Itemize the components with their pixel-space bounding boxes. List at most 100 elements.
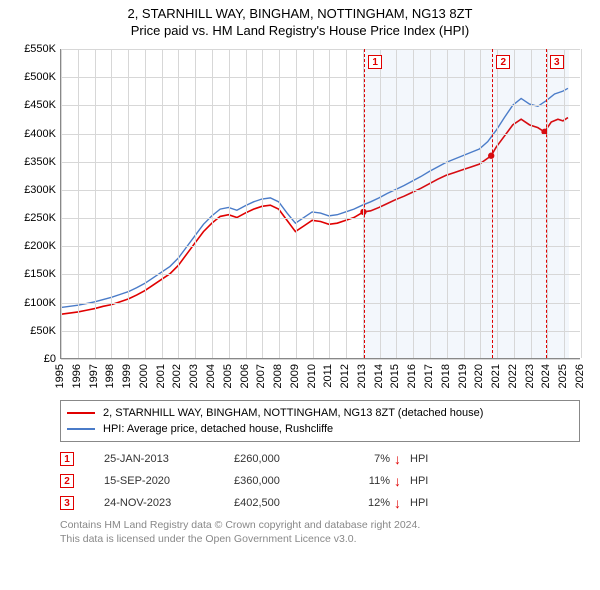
x-axis-label: 2020 [473, 364, 485, 388]
gridline-vertical [447, 49, 448, 358]
y-axis-label: £100K [8, 297, 56, 309]
gridline-vertical [396, 49, 397, 358]
x-axis-label: 2025 [557, 364, 569, 388]
y-axis-label: £300K [8, 184, 56, 196]
x-axis-label: 1999 [121, 364, 133, 388]
gridline-horizontal [61, 105, 580, 106]
x-axis-label: 2006 [239, 364, 251, 388]
sale-row-hpi: HPI [410, 497, 450, 509]
gridline-vertical [380, 49, 381, 358]
legend-box: 2, STARNHILL WAY, BINGHAM, NOTTINGHAM, N… [60, 400, 580, 442]
gridline-vertical [329, 49, 330, 358]
sale-marker-line [492, 49, 493, 358]
gridline-horizontal [61, 246, 580, 247]
sale-row-pct: 12% [344, 497, 394, 509]
gridline-vertical [111, 49, 112, 358]
x-axis-label: 2026 [574, 364, 586, 388]
x-axis-label: 1996 [71, 364, 83, 388]
sale-row-pct: 7% [344, 453, 394, 465]
gridline-vertical [162, 49, 163, 358]
sale-row-badge: 3 [60, 496, 74, 510]
x-axis-label: 1995 [54, 364, 66, 388]
y-axis-label: £450K [8, 99, 56, 111]
gridline-horizontal [61, 190, 580, 191]
x-axis-label: 2023 [524, 364, 536, 388]
x-axis-label: 2017 [423, 364, 435, 388]
sale-row-price: £260,000 [234, 453, 344, 465]
gridline-vertical [296, 49, 297, 358]
sale-marker-line [364, 49, 365, 358]
sale-marker-badge: 2 [496, 55, 510, 69]
x-axis-label: 2022 [507, 364, 519, 388]
gridline-horizontal [61, 134, 580, 135]
gridline-horizontal [61, 77, 580, 78]
y-axis-label: £500K [8, 71, 56, 83]
gridline-vertical [262, 49, 263, 358]
gridline-vertical [514, 49, 515, 358]
x-axis-label: 2015 [389, 364, 401, 388]
x-axis-label: 2011 [322, 364, 334, 388]
sales-table: 125-JAN-2013£260,0007%↓HPI215-SEP-2020£3… [60, 448, 580, 514]
footer-line2: This data is licensed under the Open Gov… [60, 532, 580, 546]
gridline-vertical [246, 49, 247, 358]
sale-marker-badge: 3 [550, 55, 564, 69]
gridline-vertical [145, 49, 146, 358]
gridline-vertical [95, 49, 96, 358]
chart-container: 2, STARNHILL WAY, BINGHAM, NOTTINGHAM, N… [0, 0, 600, 554]
sale-row: 215-SEP-2020£360,00011%↓HPI [60, 470, 580, 492]
down-arrow-icon: ↓ [394, 495, 410, 511]
sale-row-date: 25-JAN-2013 [104, 453, 234, 465]
gridline-vertical [313, 49, 314, 358]
legend-item: 2, STARNHILL WAY, BINGHAM, NOTTINGHAM, N… [67, 405, 573, 421]
footer-attribution: Contains HM Land Registry data © Crown c… [60, 518, 580, 546]
sale-row-date: 24-NOV-2023 [104, 497, 234, 509]
legend-swatch [67, 412, 95, 414]
x-axis-label: 2007 [255, 364, 267, 388]
x-axis-label: 2004 [205, 364, 217, 388]
sale-row: 125-JAN-2013£260,0007%↓HPI [60, 448, 580, 470]
legend-swatch [67, 428, 95, 430]
legend-label: HPI: Average price, detached house, Rush… [103, 423, 333, 435]
gridline-vertical [413, 49, 414, 358]
x-axis-label: 2010 [306, 364, 318, 388]
y-axis-label: £550K [8, 43, 56, 55]
gridline-vertical [212, 49, 213, 358]
chart-subtitle: Price paid vs. HM Land Registry's House … [10, 23, 590, 38]
sale-row-price: £360,000 [234, 475, 344, 487]
chart-title: 2, STARNHILL WAY, BINGHAM, NOTTINGHAM, N… [10, 6, 590, 21]
x-axis-label: 2016 [406, 364, 418, 388]
y-axis-label: £150K [8, 268, 56, 280]
gridline-vertical [279, 49, 280, 358]
sale-row-hpi: HPI [410, 475, 450, 487]
x-axis-label: 2013 [356, 364, 368, 388]
x-axis-label: 2021 [490, 364, 502, 388]
y-axis-label: £350K [8, 156, 56, 168]
gridline-vertical [564, 49, 565, 358]
y-axis-label: £0 [8, 353, 56, 365]
y-axis-label: £200K [8, 240, 56, 252]
y-axis-label: £50K [8, 325, 56, 337]
sale-marker-badge: 1 [368, 55, 382, 69]
titles-block: 2, STARNHILL WAY, BINGHAM, NOTTINGHAM, N… [10, 6, 590, 38]
x-axis-label: 2012 [339, 364, 351, 388]
gridline-vertical [464, 49, 465, 358]
sale-row-badge: 1 [60, 452, 74, 466]
gridline-horizontal [61, 331, 580, 332]
gridline-vertical [480, 49, 481, 358]
gridline-vertical [229, 49, 230, 358]
gridline-horizontal [61, 218, 580, 219]
x-axis-label: 2018 [440, 364, 452, 388]
x-axis-label: 2019 [457, 364, 469, 388]
gridline-horizontal [61, 274, 580, 275]
y-axis-label: £400K [8, 128, 56, 140]
gridline-horizontal [61, 49, 580, 50]
shaded-forecast-region [364, 49, 569, 358]
footer-line1: Contains HM Land Registry data © Crown c… [60, 518, 580, 532]
legend-label: 2, STARNHILL WAY, BINGHAM, NOTTINGHAM, N… [103, 407, 483, 419]
x-axis-label: 2024 [540, 364, 552, 388]
gridline-horizontal [61, 162, 580, 163]
sale-row-hpi: HPI [410, 453, 450, 465]
down-arrow-icon: ↓ [394, 473, 410, 489]
gridline-vertical [78, 49, 79, 358]
gridline-vertical [531, 49, 532, 358]
